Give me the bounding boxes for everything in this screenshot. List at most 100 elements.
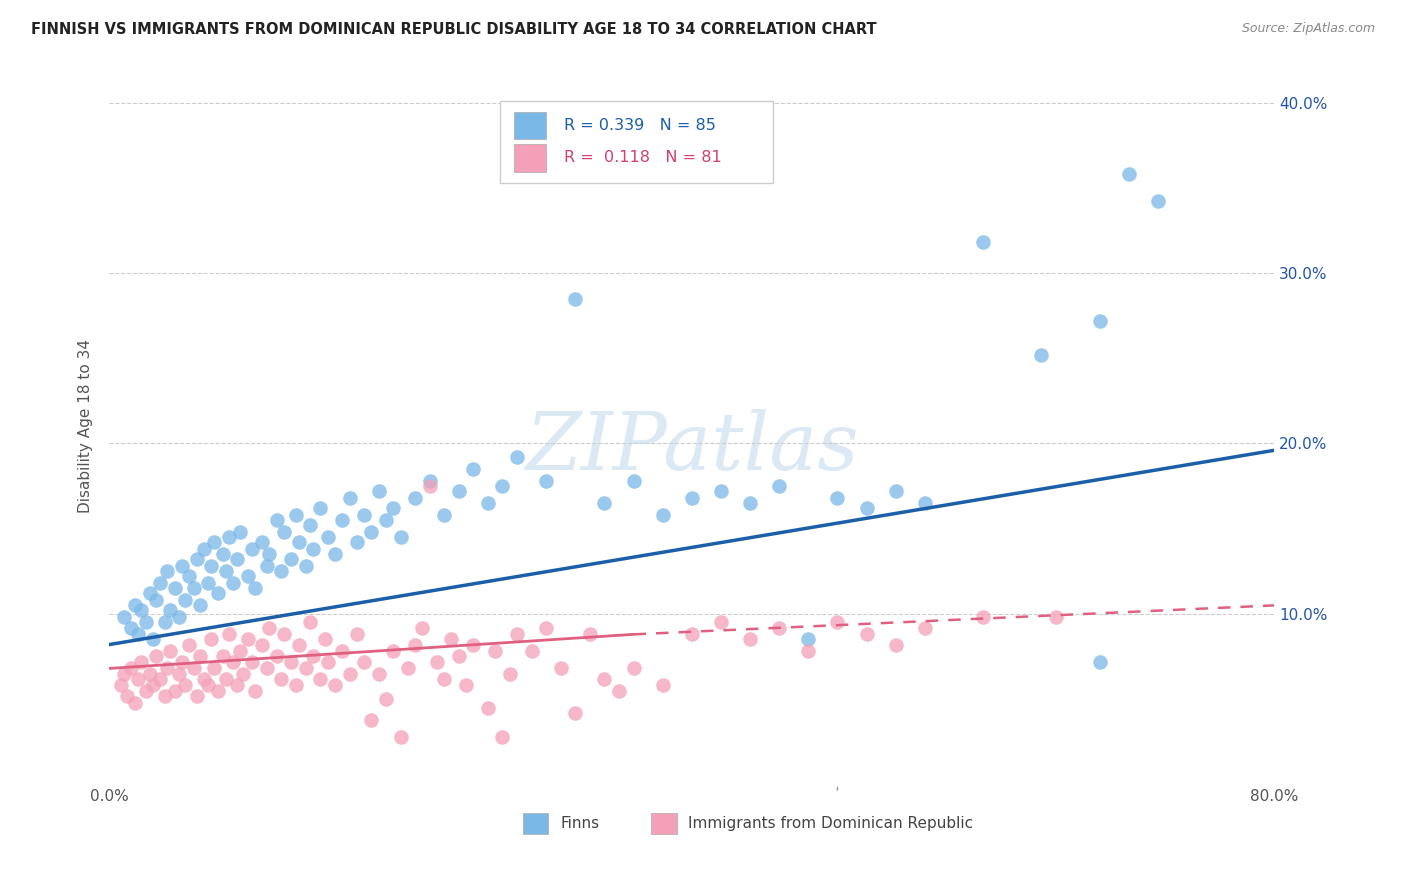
Point xyxy=(520,644,543,658)
Point xyxy=(382,644,405,658)
Point xyxy=(477,496,499,510)
Point xyxy=(193,672,215,686)
Point xyxy=(1045,610,1067,624)
Point xyxy=(797,632,820,647)
Point xyxy=(135,615,157,630)
Point xyxy=(218,530,240,544)
Point xyxy=(240,655,263,669)
Point xyxy=(129,655,152,669)
Text: R =  0.118   N = 81: R = 0.118 N = 81 xyxy=(564,151,721,166)
Point xyxy=(197,678,219,692)
Point xyxy=(681,627,703,641)
Point xyxy=(163,582,186,596)
Point xyxy=(827,491,849,505)
Point xyxy=(174,678,197,692)
Point xyxy=(183,582,205,596)
Point xyxy=(447,649,470,664)
Point xyxy=(367,484,389,499)
Point xyxy=(284,678,307,692)
Point xyxy=(280,552,302,566)
Point xyxy=(135,683,157,698)
Point xyxy=(419,474,441,488)
Point xyxy=(170,559,193,574)
Point xyxy=(270,564,292,578)
Bar xyxy=(523,813,548,834)
Point xyxy=(215,672,238,686)
Point xyxy=(506,627,529,641)
Point xyxy=(299,518,322,533)
Point xyxy=(302,649,325,664)
Point xyxy=(229,525,252,540)
Point xyxy=(1118,167,1140,181)
Point xyxy=(159,603,181,617)
Point xyxy=(447,484,470,499)
Point xyxy=(454,678,477,692)
Point xyxy=(323,678,346,692)
Point xyxy=(207,586,229,600)
Point xyxy=(200,632,222,647)
Point xyxy=(273,525,295,540)
Point xyxy=(623,474,645,488)
Point xyxy=(120,661,142,675)
Point xyxy=(256,661,278,675)
Point xyxy=(316,655,339,669)
Point xyxy=(197,576,219,591)
Point xyxy=(186,689,208,703)
Point xyxy=(174,593,197,607)
Point xyxy=(579,627,602,641)
Point xyxy=(1088,314,1111,328)
Point xyxy=(222,655,245,669)
Point xyxy=(159,644,181,658)
Point xyxy=(129,603,152,617)
Point xyxy=(115,689,138,703)
Point xyxy=(202,661,225,675)
Point xyxy=(316,530,339,544)
Point xyxy=(179,569,201,583)
Point xyxy=(534,474,557,488)
Point xyxy=(768,621,790,635)
Point xyxy=(188,599,211,613)
Point xyxy=(127,672,149,686)
Point xyxy=(110,678,132,692)
Point xyxy=(259,621,281,635)
Point xyxy=(236,632,259,647)
Point xyxy=(211,649,233,664)
Point xyxy=(156,661,179,675)
Point xyxy=(259,547,281,561)
Point xyxy=(309,501,332,516)
Point xyxy=(499,666,522,681)
Point xyxy=(218,627,240,641)
Point xyxy=(156,564,179,578)
Point xyxy=(243,582,266,596)
Point xyxy=(149,672,172,686)
Point xyxy=(419,479,441,493)
Point xyxy=(295,559,318,574)
Point xyxy=(153,689,176,703)
Point xyxy=(339,666,361,681)
Point xyxy=(226,552,249,566)
Text: ZIPatlas: ZIPatlas xyxy=(524,409,859,487)
Point xyxy=(651,508,673,522)
Point xyxy=(972,610,994,624)
Point xyxy=(404,638,426,652)
Point xyxy=(375,513,398,527)
Point xyxy=(360,525,382,540)
Point xyxy=(404,491,426,505)
Point xyxy=(250,535,273,549)
FancyBboxPatch shape xyxy=(499,101,773,183)
Point xyxy=(207,683,229,698)
Point xyxy=(884,638,907,652)
Point xyxy=(287,638,309,652)
Point xyxy=(314,632,336,647)
Point xyxy=(284,508,307,522)
Point xyxy=(222,576,245,591)
Point xyxy=(179,638,201,652)
Point xyxy=(145,649,167,664)
Point xyxy=(270,672,292,686)
Point xyxy=(186,552,208,566)
Text: Source: ZipAtlas.com: Source: ZipAtlas.com xyxy=(1241,22,1375,36)
Point xyxy=(367,666,389,681)
Point xyxy=(914,496,936,510)
Point xyxy=(273,627,295,641)
Point xyxy=(200,559,222,574)
